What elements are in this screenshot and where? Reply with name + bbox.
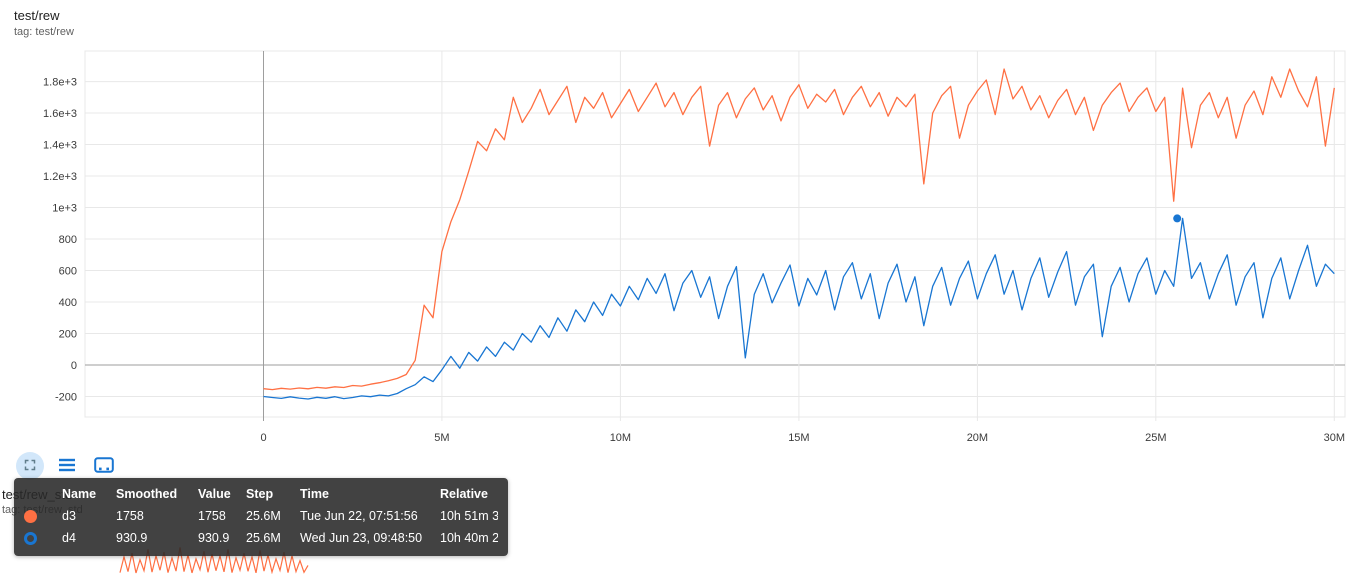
- col-header-value: Value: [198, 487, 231, 501]
- run-time: Tue Jun 22, 07:51:56: [300, 509, 418, 524]
- col-header-smoothed: Smoothed: [116, 487, 178, 501]
- fit-domain-button[interactable]: [90, 452, 118, 480]
- x-tick-label: 20M: [967, 432, 988, 444]
- series-line-std-d3: [119, 547, 309, 574]
- plot-frame: [84, 50, 1346, 418]
- card-toolbar: [16, 452, 118, 480]
- data-list-icon: [58, 458, 76, 475]
- series-line-d3: [263, 68, 1335, 391]
- run-name: d3: [62, 509, 76, 524]
- col-header-name: Name: [62, 487, 97, 501]
- reward-std-chart[interactable]: [85, 540, 345, 574]
- y-tick-label: 400: [59, 297, 77, 309]
- run-swatch-d4: [24, 532, 37, 546]
- run-smoothed: 930.9: [116, 531, 148, 546]
- x-tick-label: 0: [260, 432, 266, 444]
- tooltip-table: Name Smoothed Value Step Time Relative d…: [24, 483, 498, 549]
- y-tick-label: 1.6e+3: [43, 108, 77, 120]
- data-list-button[interactable]: [53, 452, 81, 480]
- x-tick-label: 15M: [788, 432, 809, 444]
- reward-chart[interactable]: -200 0 200 400 600 800 1e+3 1.2e+3 1.4e+3 1.6e+3 1…: [0, 0, 1358, 450]
- x-tick-label: 10M: [610, 432, 631, 444]
- x-tick-label: 30M: [1324, 432, 1345, 444]
- y-tick-label: 0: [71, 360, 77, 372]
- run-relative: 10h 51m 38s: [440, 509, 498, 524]
- tooltip-row-d4: d4 930.9 930.9 25.6M Wed Jun 23, 09:48:5…: [24, 527, 498, 549]
- page-title: test/rew: [14, 8, 60, 23]
- col-header-relative: Relative: [440, 487, 488, 501]
- card-tag: tag: test/rew: [14, 26, 74, 38]
- y-tick-label: 600: [59, 266, 77, 278]
- y-tick-label: 1e+3: [52, 203, 77, 215]
- swatch-column-header: [24, 483, 62, 505]
- run-smoothed: 1758: [116, 509, 144, 524]
- run-step: 25.6M: [246, 531, 281, 546]
- y-tick-label: 800: [59, 234, 77, 246]
- col-header-time: Time: [300, 487, 329, 501]
- fullscreen-button[interactable]: [16, 452, 44, 480]
- hover-marker-dot: [1173, 214, 1182, 223]
- x-tick-label: 5M: [434, 432, 449, 444]
- tooltip-header-row: Name Smoothed Value Step Time Relative: [24, 483, 498, 505]
- y-tick-label: 1.2e+3: [43, 171, 77, 183]
- y-tick-label: 200: [59, 329, 77, 341]
- tooltip-row-d3: d3 1758 1758 25.6M Tue Jun 22, 07:51:56 …: [24, 505, 498, 527]
- run-relative: 10h 40m 22s: [440, 531, 498, 546]
- chart-tooltip: Name Smoothed Value Step Time Relative d…: [14, 478, 508, 557]
- run-time: Wed Jun 23, 09:48:50: [300, 531, 423, 546]
- run-name: d4: [62, 531, 76, 546]
- y-tick-label: -200: [55, 392, 77, 404]
- fullscreen-icon: [21, 456, 39, 477]
- run-step: 25.6M: [246, 509, 281, 524]
- series-line-d4: [263, 217, 1335, 400]
- y-tick-label: 1.8e+3: [43, 77, 77, 89]
- run-value: 1758: [198, 509, 226, 524]
- y-tick-label: 1.4e+3: [43, 140, 77, 152]
- run-value: 930.9: [198, 531, 230, 546]
- col-header-step: Step: [246, 487, 274, 501]
- x-tick-label: 25M: [1145, 432, 1166, 444]
- run-swatch-d3: [24, 510, 37, 524]
- fit-domain-icon: [94, 456, 114, 476]
